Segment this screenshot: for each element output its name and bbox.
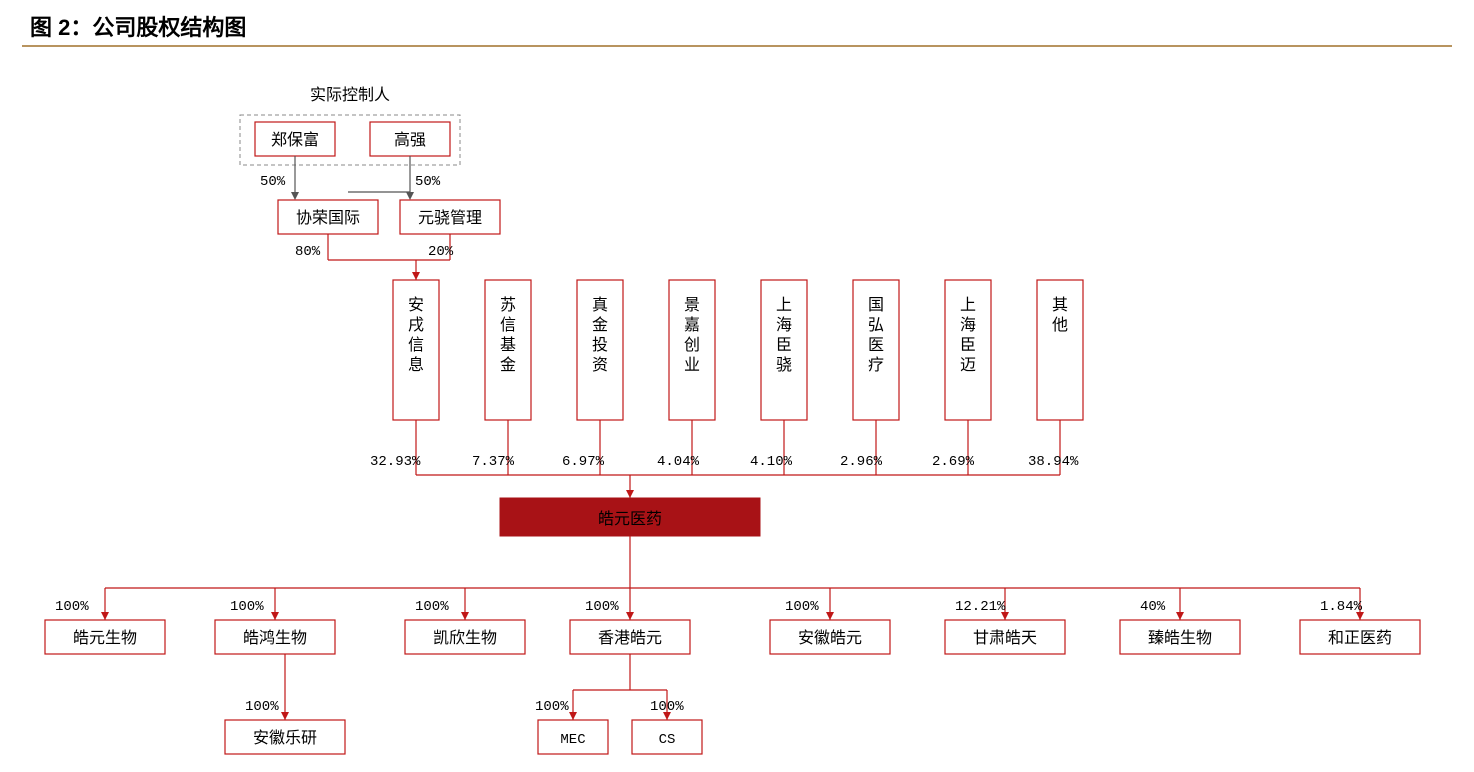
arrow-icon (1176, 612, 1184, 620)
node-label: 32.93% (370, 454, 421, 470)
arrow-icon (412, 272, 420, 280)
node-label: 1.84% (1320, 599, 1363, 615)
node-label: 皓鸿生物 (243, 629, 307, 647)
node-label: 皓元生物 (73, 629, 137, 647)
node-label: 信 (408, 336, 424, 354)
node-label: 50% (415, 174, 441, 190)
node-label: 嘉 (684, 316, 700, 334)
node-label: 他 (1052, 316, 1068, 334)
node-label: 骁 (776, 356, 792, 374)
node-label: 100% (535, 699, 569, 715)
node-label: 100% (650, 699, 684, 715)
node-label: 其 (1052, 296, 1068, 314)
node-label: 金 (592, 316, 608, 334)
node-label: 2.96% (840, 454, 883, 470)
arrow-icon (406, 192, 414, 200)
arrow-icon (271, 612, 279, 620)
arrow-icon (626, 490, 634, 498)
node-label: 苏 (500, 296, 516, 314)
node-label: CS (659, 732, 676, 748)
node-label: 4.04% (657, 454, 700, 470)
node-label: 100% (785, 599, 819, 615)
arrow-icon (291, 192, 299, 200)
node-label: 皓元医药 (598, 510, 662, 528)
node-label: 安徽皓元 (798, 629, 862, 647)
node-label: 臣 (776, 337, 792, 354)
node-label: 100% (415, 599, 449, 615)
node-label: 海 (960, 316, 976, 334)
org-chart: 实际控制人郑保富高强50%50%协荣国际元骁管理80%20%安戌信息32.93%… (0, 0, 1474, 772)
node-label: 弘 (868, 316, 884, 334)
node-label: 甘肃皓天 (973, 629, 1037, 647)
node-label: 基 (500, 336, 516, 354)
node-label: 迈 (960, 356, 976, 374)
node-label: 实际控制人 (310, 86, 390, 104)
node-label: 100% (245, 699, 279, 715)
node-label: MEC (560, 732, 585, 748)
node-label: 100% (55, 599, 89, 615)
node-label: 国 (868, 297, 884, 314)
node-label: 臻皓生物 (1148, 629, 1212, 647)
node-label: 息 (408, 356, 424, 374)
node-label: 信 (500, 316, 516, 334)
arrow-icon (826, 612, 834, 620)
node-label: 臣 (960, 337, 976, 354)
node-label: 安徽乐研 (253, 729, 317, 747)
node-label: 和正医药 (1328, 629, 1392, 647)
node-label: 海 (776, 316, 792, 334)
node-label: 凯欣生物 (433, 629, 497, 647)
node-label: 100% (585, 599, 619, 615)
node-label: 投 (592, 336, 608, 354)
arrow-icon (461, 612, 469, 620)
node-label: 协荣国际 (296, 209, 360, 227)
node-label: 6.97% (562, 454, 605, 470)
node-label: 4.10% (750, 454, 793, 470)
arrow-icon (569, 712, 577, 720)
node-label: 2.69% (932, 454, 975, 470)
node-label: 元骁管理 (418, 209, 482, 227)
arrow-icon (281, 712, 289, 720)
node-label: 景 (684, 297, 700, 314)
node-label: 80% (295, 244, 321, 260)
node-label: 业 (684, 356, 700, 374)
node-label: 金 (500, 356, 516, 374)
node-label: 戌 (408, 316, 424, 334)
node-label: 疗 (868, 356, 884, 374)
node-label: 20% (428, 244, 454, 260)
arrow-icon (626, 612, 634, 620)
node-label: 12.21% (955, 599, 1006, 615)
node-label: 100% (230, 599, 264, 615)
node-label: 50% (260, 174, 286, 190)
node-label: 真 (592, 296, 608, 314)
arrow-icon (101, 612, 109, 620)
node-label: 高强 (394, 131, 426, 149)
node-label: 医 (868, 337, 884, 354)
node-label: 安 (408, 296, 424, 314)
node-label: 创 (684, 336, 700, 354)
node-label: 7.37% (472, 454, 515, 470)
node-label: 郑保富 (271, 131, 319, 149)
node-label: 香港皓元 (598, 629, 662, 647)
node-label: 资 (592, 356, 608, 374)
node-label: 上 (776, 296, 792, 314)
node-label: 40% (1140, 599, 1166, 615)
node-label: 38.94% (1028, 454, 1079, 470)
node-label: 上 (960, 296, 976, 314)
